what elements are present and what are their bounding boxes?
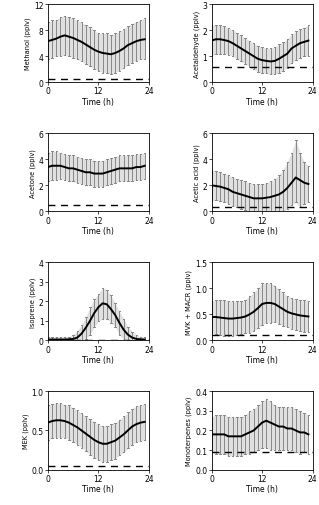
Y-axis label: Acetaldehyde (pplv): Acetaldehyde (pplv) xyxy=(193,11,200,78)
X-axis label: Time (h): Time (h) xyxy=(246,484,278,493)
Y-axis label: Isoprene (pplv): Isoprene (pplv) xyxy=(30,277,36,327)
X-axis label: Time (h): Time (h) xyxy=(246,97,278,107)
X-axis label: Time (h): Time (h) xyxy=(246,227,278,235)
Y-axis label: MVK + MACR (pplv): MVK + MACR (pplv) xyxy=(186,269,192,334)
Y-axis label: Monoterpenes (pplv): Monoterpenes (pplv) xyxy=(186,396,192,465)
X-axis label: Time (h): Time (h) xyxy=(82,227,114,235)
X-axis label: Time (h): Time (h) xyxy=(82,484,114,493)
Y-axis label: Acetone (pplv): Acetone (pplv) xyxy=(30,148,36,197)
Y-axis label: MEK (pplv): MEK (pplv) xyxy=(22,413,29,448)
Y-axis label: Acetic acid (pplv): Acetic acid (pplv) xyxy=(193,144,200,202)
X-axis label: Time (h): Time (h) xyxy=(82,356,114,364)
X-axis label: Time (h): Time (h) xyxy=(246,356,278,364)
Y-axis label: Methanol (pplv): Methanol (pplv) xyxy=(25,18,31,70)
X-axis label: Time (h): Time (h) xyxy=(82,97,114,107)
